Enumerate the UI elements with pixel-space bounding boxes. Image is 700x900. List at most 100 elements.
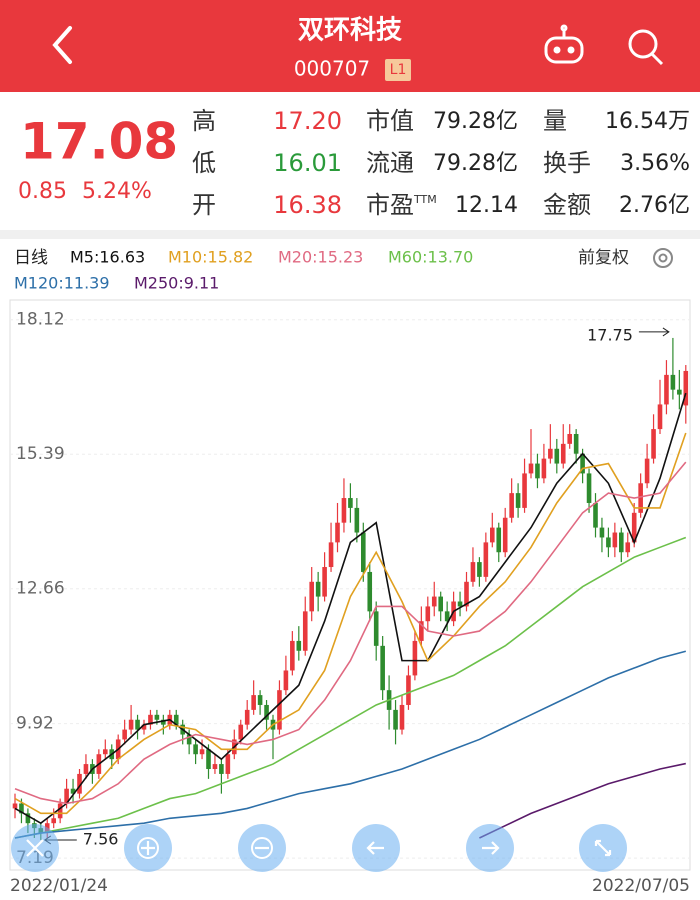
- candle-body: [502, 517, 508, 553]
- candle-body: [677, 389, 682, 395]
- period[interactable]: 日线: [14, 248, 48, 268]
- stat-label: 市盈: [366, 191, 414, 219]
- back-button[interactable]: [52, 26, 72, 64]
- candle-body: [70, 788, 76, 794]
- volume-value: 16.54万: [605, 109, 690, 134]
- search-icon[interactable]: [628, 29, 664, 66]
- badge-bg: [385, 59, 411, 81]
- field-value: 17.20: [273, 107, 342, 135]
- robot-icon[interactable]: [544, 24, 584, 64]
- candle-body: [444, 611, 450, 622]
- volume-label: 金额: [543, 191, 591, 219]
- stock-code: 000707: [294, 57, 370, 81]
- button-lens: [251, 837, 273, 859]
- candle-body: [25, 813, 31, 824]
- ma-line: [14, 432, 687, 815]
- end-date: 2022/07/05: [592, 876, 690, 896]
- candle-body: [64, 788, 69, 804]
- candle-body: [206, 749, 211, 770]
- candle-body: [283, 670, 289, 691]
- candle-body: [302, 611, 308, 651]
- toolbar-button[interactable]: [11, 824, 59, 872]
- candle-body: [515, 493, 521, 508]
- button-icon: [26, 839, 44, 857]
- candle-body: [328, 542, 334, 568]
- candle-body: [77, 773, 82, 794]
- ma-line: [14, 461, 687, 805]
- candle-body: [483, 542, 489, 577]
- field-label: 高: [192, 107, 216, 135]
- candle-body: [477, 562, 482, 577]
- toolbar-button[interactable]: [238, 824, 286, 872]
- candle-body: [51, 818, 56, 824]
- candle-body: [644, 458, 650, 484]
- candle-body: [683, 370, 689, 406]
- candle-body: [244, 709, 250, 725]
- high-label: 17.75: [587, 325, 633, 344]
- candle-body: [199, 749, 205, 755]
- candle-body: [606, 537, 611, 548]
- legend-entry: M60:13.70: [388, 248, 473, 267]
- candle-body: [554, 448, 560, 464]
- candle-body: [354, 507, 360, 533]
- field-value: 16.38: [273, 191, 342, 219]
- candle-body: [567, 434, 572, 444]
- adjust-mode[interactable]: 前复权: [578, 248, 629, 268]
- stock-name: 双环科技: [298, 16, 402, 46]
- candle-body: [412, 640, 418, 676]
- candle-body: [251, 695, 256, 710]
- badge: L1: [390, 62, 407, 78]
- high-arrow: [638, 327, 670, 337]
- button-icon: [141, 841, 155, 855]
- candle-body: [193, 744, 198, 755]
- candle-body: [406, 675, 411, 705]
- toolbar-button[interactable]: [124, 824, 172, 872]
- candle-body: [154, 714, 160, 720]
- start-date: 2022/01/24: [10, 876, 108, 896]
- ma-line: [14, 650, 687, 839]
- candle-body: [419, 621, 424, 641]
- candle-body: [83, 764, 89, 774]
- price: 17.08: [20, 113, 178, 171]
- candle-body: [212, 764, 218, 770]
- candle-body: [657, 404, 663, 430]
- toolbar-button[interactable]: [466, 824, 514, 872]
- candle-body: [528, 463, 534, 474]
- candle-body: [425, 606, 431, 622]
- y-tick-label: 9.92: [16, 714, 54, 734]
- candle-body: [619, 532, 624, 553]
- settings-icon[interactable]: [653, 248, 673, 268]
- candle-body: [457, 601, 463, 607]
- volume-label: 换手: [543, 149, 591, 177]
- toolbar-button[interactable]: [579, 824, 627, 872]
- candle-body: [264, 704, 269, 720]
- candle-body: [122, 729, 127, 740]
- candle-body: [148, 714, 153, 725]
- button-lens: [137, 837, 159, 859]
- candle-body: [367, 571, 373, 612]
- candle-body: [12, 803, 18, 809]
- plot-frame: [9, 299, 691, 871]
- low-label: 7.56: [83, 829, 119, 848]
- candle-body: [128, 719, 134, 730]
- candle-body: [651, 429, 656, 459]
- legend-entry: M5:16.63: [70, 248, 145, 267]
- stat-value: 12.14: [455, 193, 518, 218]
- legend-entry: M20:15.23: [278, 248, 363, 267]
- candle-body: [586, 473, 592, 503]
- button-icon: [594, 839, 612, 857]
- ma-line: [14, 392, 687, 825]
- candle-body: [670, 374, 676, 390]
- candle-body: [612, 532, 618, 548]
- field-value: 16.01: [273, 149, 342, 177]
- candle-body: [296, 640, 302, 651]
- candle-body: [219, 764, 224, 774]
- candle-body: [535, 463, 540, 479]
- candle-body: [257, 695, 263, 705]
- candle-body: [322, 567, 327, 597]
- toolbar-button[interactable]: [352, 824, 400, 872]
- change-pct: 5.24%: [82, 179, 152, 204]
- candle-body: [186, 734, 192, 745]
- candle-body: [135, 719, 140, 730]
